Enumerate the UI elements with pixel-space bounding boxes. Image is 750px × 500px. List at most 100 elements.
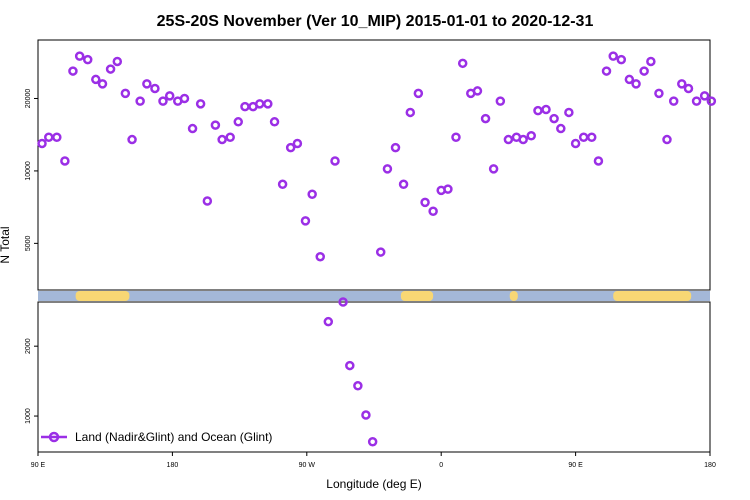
data-point: [668, 96, 679, 106]
data-point: [323, 316, 334, 327]
data-point: [338, 297, 348, 307]
data-point: [195, 99, 206, 109]
chart-title: 25S-20S November (Ver 10_MIP) 2015-01-01…: [157, 13, 594, 30]
data-points: [37, 51, 717, 447]
data-point: [179, 93, 190, 104]
land-ocean-strip: [38, 291, 710, 301]
data-point: [570, 138, 581, 149]
data-point: [443, 184, 453, 194]
data-point: [526, 131, 536, 141]
data-point: [91, 74, 101, 85]
x-tick-label: 180: [167, 462, 179, 469]
y-tick-label: 20000: [25, 89, 32, 109]
data-point: [639, 66, 649, 76]
y-axis-label: N Total: [0, 226, 12, 263]
data-point: [300, 216, 311, 226]
data-point: [330, 156, 340, 166]
data-point: [677, 79, 687, 89]
data-point: [285, 142, 296, 153]
lower-plot-frame: [37, 301, 711, 453]
data-point: [699, 91, 710, 101]
data-point: [556, 123, 566, 134]
data-point: [451, 132, 461, 143]
data-point: [691, 96, 702, 106]
x-tick-label: 90 W: [299, 462, 316, 469]
data-point: [488, 164, 499, 174]
data-point: [472, 86, 483, 96]
data-point: [37, 138, 47, 149]
data-point: [135, 96, 145, 106]
data-point: [112, 56, 123, 67]
data-point: [82, 54, 93, 65]
data-point: [307, 189, 317, 199]
legend-label: Land (Nadir&Glint) and Ocean (Glint): [75, 430, 272, 444]
upper-plot-frame: [37, 39, 711, 291]
data-point: [586, 132, 597, 143]
data-point: [375, 247, 386, 257]
y-tick-label: 10000: [25, 161, 32, 181]
data-point: [631, 79, 641, 89]
data-point: [398, 179, 409, 190]
data-point: [405, 107, 416, 118]
data-point: [120, 88, 131, 99]
data-point: [217, 134, 227, 145]
data-point: [105, 64, 116, 74]
land-segment: [509, 291, 518, 301]
data-point: [533, 105, 543, 116]
data-point: [646, 56, 656, 67]
data-point: [541, 104, 551, 115]
land-segment: [400, 291, 434, 301]
data-point: [578, 132, 589, 143]
data-point: [390, 142, 401, 153]
x-tick-label: 180: [704, 462, 716, 469]
data-point: [240, 101, 250, 112]
data-point: [480, 113, 491, 124]
land-segment: [613, 291, 692, 301]
data-point: [361, 410, 371, 420]
data-point: [44, 132, 54, 143]
data-point: [345, 360, 355, 371]
data-point: [74, 51, 85, 61]
data-point: [564, 107, 574, 118]
data-point: [277, 179, 288, 190]
land-segment: [75, 291, 130, 301]
legend-marker: [48, 431, 60, 443]
data-point: [495, 96, 506, 106]
data-point: [60, 156, 70, 166]
data-point: [255, 99, 265, 109]
ocean-band: [38, 291, 710, 301]
data-point: [225, 132, 235, 143]
data-point: [382, 164, 393, 174]
data-point: [187, 123, 198, 134]
data-point: [353, 381, 363, 391]
data-point: [315, 251, 325, 262]
data-point: [593, 156, 604, 166]
data-point: [142, 79, 152, 89]
data-point: [616, 54, 627, 65]
x-tick-label: 90 E: [31, 462, 46, 469]
data-point: [420, 197, 430, 208]
data-point: [662, 134, 672, 145]
y-tick-label: 2000: [25, 338, 32, 354]
data-point: [503, 134, 514, 145]
data-point: [164, 91, 175, 101]
y-tick-label: 5000: [25, 235, 32, 251]
legend: Land (Nadir&Glint) and Ocean (Glint): [41, 430, 272, 444]
data-point: [97, 79, 108, 89]
data-point: [601, 66, 612, 76]
data-point: [68, 66, 78, 76]
data-point: [413, 88, 424, 99]
data-point: [608, 51, 618, 61]
data-point: [706, 96, 717, 106]
data-point: [624, 74, 635, 85]
data-point: [292, 138, 303, 149]
data-point: [52, 132, 62, 143]
data-point: [127, 134, 137, 145]
data-point: [202, 196, 213, 206]
data-point: [518, 134, 528, 145]
x-axis-ticks: 90 E 180 90 W 0 90 E 180: [31, 452, 716, 469]
data-point: [263, 99, 273, 109]
data-point: [210, 120, 221, 130]
data-point: [150, 83, 160, 94]
